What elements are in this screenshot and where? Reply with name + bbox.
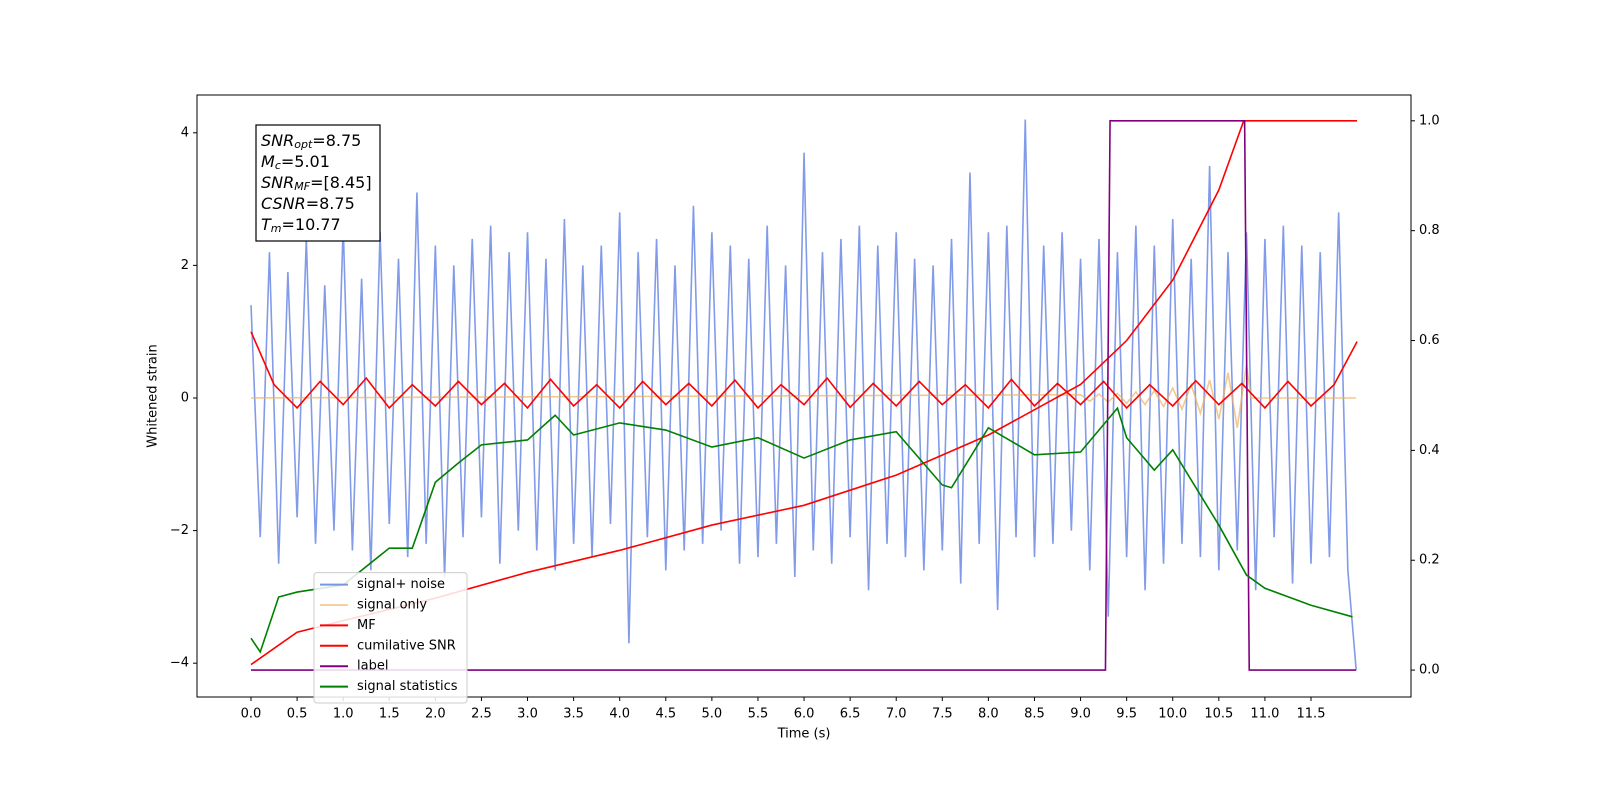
x-tick-label: 3.0 (517, 707, 538, 722)
y-tick-label: 0 (181, 390, 189, 405)
x-tick-label: 5.0 (702, 707, 723, 722)
annotation-line: CSNR=8.75 (261, 194, 355, 213)
annotation-symbol: CSNR (261, 194, 306, 213)
legend-label: signal+ noise (357, 577, 445, 592)
x-tick-label: 1.5 (379, 707, 400, 722)
annotation-line: SNRMF=[8.45] (261, 173, 372, 194)
x-tick-label: 9.5 (1116, 707, 1137, 722)
annotation-value: =[8.45] (310, 173, 372, 192)
annotation-value: =8.75 (312, 131, 361, 150)
x-tick-label: 0.5 (287, 707, 308, 722)
x-tick-label: 8.0 (978, 707, 999, 722)
x-tick-label: 11.0 (1250, 707, 1279, 722)
annotation-subscript: MF (294, 180, 310, 193)
annotation-symbol: SNR (261, 173, 294, 192)
legend-label: MF (357, 618, 376, 633)
series-line (251, 120, 1357, 671)
legend-label: label (357, 659, 388, 674)
x-tick-label: 10.0 (1158, 707, 1187, 722)
x-tick-label: 9.0 (1070, 707, 1091, 722)
y-tick-label: 4 (181, 125, 189, 140)
annotation-box (255, 124, 381, 242)
series-line (250, 406, 1353, 654)
x-tick-label: 1.0 (333, 707, 354, 722)
annotation-symbol: T (261, 215, 272, 234)
x-tick-label: 7.0 (886, 707, 907, 722)
annotation-line: Tm=10.77 (261, 215, 341, 236)
legend-label: signal only (357, 598, 427, 613)
annotation-value: =5.01 (281, 152, 330, 171)
x-axis-label: Time (s) (777, 727, 831, 742)
y2-tick-label: 0.0 (1419, 663, 1440, 678)
x-tick-label: 3.5 (563, 707, 584, 722)
annotation-symbol: M (261, 152, 275, 171)
annotation-subscript: m (271, 222, 282, 235)
x-tick-label: 2.0 (425, 707, 446, 722)
annotation-value: =8.75 (306, 194, 355, 213)
x-tick-label: 5.5 (748, 707, 769, 722)
x-tick-label: 0.0 (241, 707, 262, 722)
legend-box (313, 572, 468, 704)
annotation-value: =10.77 (282, 215, 341, 234)
series-line (250, 119, 1357, 670)
y2-tick-label: 0.2 (1419, 553, 1440, 568)
annotation-subscript: c (275, 159, 281, 172)
annotation-line: Mc=5.01 (261, 152, 330, 173)
annotation-line: SNRopt=8.75 (261, 131, 361, 152)
x-tick-label: 4.0 (609, 707, 630, 722)
x-tick-label: 6.0 (794, 707, 815, 722)
axes-frame (196, 94, 1412, 698)
annotation-symbol: SNR (261, 131, 294, 150)
y-tick-label: −4 (170, 656, 189, 671)
annotation-subscript: opt (294, 138, 313, 151)
series-line (251, 364, 1357, 428)
y-axis-label: Whitened strain (146, 344, 161, 447)
x-tick-label: 7.5 (932, 707, 953, 722)
legend-label: signal statistics (357, 679, 458, 694)
x-tick-label: 8.5 (1024, 707, 1045, 722)
x-tick-label: 4.5 (655, 707, 676, 722)
x-tick-label: 10.5 (1204, 707, 1233, 722)
series-line (250, 331, 1358, 410)
y2-tick-label: 0.6 (1419, 333, 1440, 348)
y-tick-label: −2 (170, 523, 189, 538)
y2-tick-label: 1.0 (1419, 113, 1440, 128)
x-tick-label: 11.5 (1297, 707, 1326, 722)
y2-tick-label: 0.4 (1419, 443, 1440, 458)
legend-label: cumilative SNR (357, 638, 456, 653)
y-tick-label: 2 (181, 258, 189, 273)
y2-tick-label: 0.8 (1419, 223, 1440, 238)
x-tick-label: 2.5 (471, 707, 492, 722)
x-tick-label: 6.5 (840, 707, 861, 722)
